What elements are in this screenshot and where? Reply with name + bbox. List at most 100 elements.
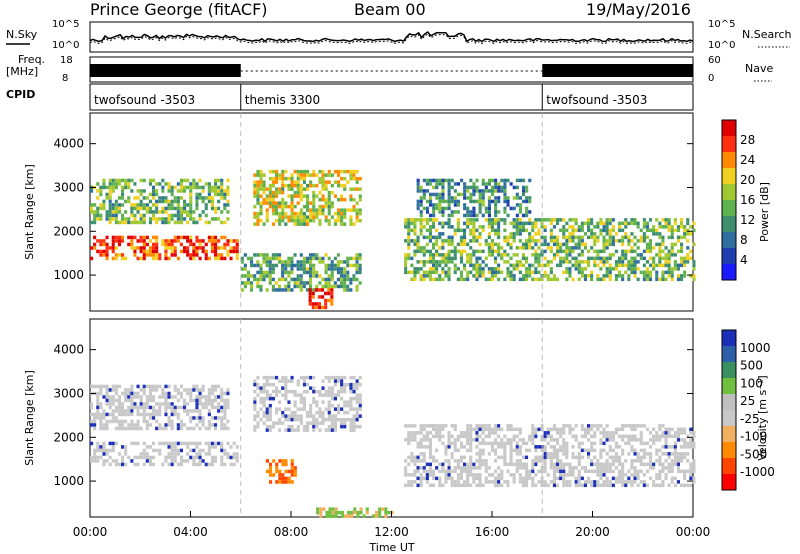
echo-cell bbox=[642, 462, 646, 467]
echo-cell bbox=[456, 462, 460, 467]
echo-cell bbox=[158, 405, 162, 410]
echo-cell bbox=[580, 253, 584, 257]
echo-cell bbox=[456, 203, 460, 207]
echo-cell bbox=[611, 228, 615, 233]
echo-cell bbox=[305, 260, 309, 264]
echo-cell bbox=[568, 424, 572, 428]
echo-cell bbox=[256, 424, 260, 429]
echo-cell bbox=[318, 222, 322, 226]
echo-cell bbox=[453, 182, 457, 186]
echo-cell bbox=[278, 473, 282, 477]
echo-cell bbox=[145, 242, 149, 247]
echo-cell bbox=[661, 452, 665, 456]
echo-cell bbox=[490, 225, 494, 229]
echo-cell bbox=[435, 459, 439, 463]
echo-cell bbox=[90, 384, 94, 389]
echo-cell bbox=[453, 445, 457, 449]
echo-cell bbox=[438, 476, 442, 481]
echo-cell bbox=[475, 267, 479, 271]
echo-cell bbox=[500, 427, 504, 432]
echo-cell bbox=[220, 182, 224, 186]
echo-cell bbox=[198, 419, 202, 424]
echo-cell bbox=[624, 441, 628, 446]
echo-cell bbox=[133, 213, 137, 218]
echo-cell bbox=[447, 476, 451, 481]
echo-cell bbox=[210, 462, 214, 467]
echo-cell bbox=[214, 256, 218, 261]
echo-cell bbox=[673, 221, 677, 226]
echo-cell bbox=[293, 403, 297, 408]
echo-cell bbox=[518, 277, 522, 282]
echo-cell bbox=[204, 220, 208, 225]
echo-cell bbox=[358, 382, 362, 387]
echo-cell bbox=[223, 462, 227, 467]
echo-cell bbox=[117, 402, 121, 406]
echo-cell bbox=[275, 375, 279, 380]
echo-cell bbox=[512, 448, 516, 453]
echo-cell bbox=[324, 393, 328, 397]
echo-cell bbox=[515, 267, 519, 271]
echo-cell bbox=[624, 434, 628, 439]
echo-cell bbox=[145, 419, 149, 424]
ytick-label: 2000 bbox=[53, 224, 84, 238]
echo-cell bbox=[324, 180, 328, 184]
echo-cell bbox=[469, 448, 473, 453]
echo-cell bbox=[167, 256, 171, 261]
echo-cell bbox=[602, 462, 606, 467]
echo-cell bbox=[456, 277, 460, 282]
echo-cell bbox=[459, 434, 463, 439]
echo-cell bbox=[355, 386, 359, 390]
echo-cell bbox=[680, 459, 684, 463]
echo-cell bbox=[312, 428, 316, 432]
echo-cell bbox=[491, 178, 495, 183]
echo-cell bbox=[512, 232, 516, 236]
echo-cell bbox=[347, 514, 351, 518]
echo-cell bbox=[590, 274, 594, 278]
echo-cell bbox=[534, 267, 538, 271]
echo-cell bbox=[309, 201, 313, 205]
echo-cell bbox=[275, 407, 279, 411]
ytick-label: 1000 bbox=[53, 474, 84, 488]
echo-cell bbox=[259, 176, 263, 181]
echo-cell bbox=[413, 469, 417, 474]
echo-cell bbox=[102, 249, 106, 254]
echo-cell bbox=[469, 434, 473, 439]
echo-cell bbox=[574, 246, 578, 250]
echo-cell bbox=[142, 405, 146, 410]
beam-title: Beam 00 bbox=[354, 0, 426, 19]
echo-cell bbox=[161, 220, 165, 225]
echo-cell bbox=[139, 398, 143, 403]
echo-cell bbox=[487, 199, 491, 204]
echo-cell bbox=[105, 192, 109, 197]
echo-cell bbox=[127, 405, 131, 410]
echo-cell bbox=[630, 221, 634, 226]
echo-cell bbox=[602, 434, 606, 439]
echo-cell bbox=[290, 277, 294, 282]
echo-cell bbox=[469, 473, 473, 477]
echo-cell bbox=[136, 391, 140, 396]
echo-cell bbox=[652, 483, 656, 488]
echo-cell bbox=[256, 222, 260, 226]
echo-cell bbox=[503, 218, 507, 222]
echo-cell bbox=[265, 428, 269, 432]
echo-cell bbox=[333, 284, 337, 289]
echo-cell bbox=[127, 409, 131, 413]
echo-cell bbox=[167, 213, 171, 218]
echo-cell bbox=[481, 178, 485, 183]
echo-cell bbox=[201, 246, 205, 250]
echo-cell bbox=[176, 452, 180, 456]
echo-cell bbox=[583, 274, 587, 278]
echo-cell bbox=[142, 455, 146, 460]
echo-cell bbox=[299, 393, 303, 397]
echo-cell bbox=[590, 427, 594, 432]
echo-cell bbox=[256, 180, 260, 184]
echo-cell bbox=[170, 405, 174, 410]
echo-cell bbox=[559, 228, 563, 233]
echo-cell bbox=[152, 242, 156, 247]
echo-cell bbox=[655, 274, 659, 278]
echo-cell bbox=[102, 459, 106, 463]
echo-cell bbox=[639, 228, 643, 233]
echo-cell bbox=[453, 270, 457, 275]
echo-cell bbox=[441, 185, 445, 190]
echo-cell bbox=[296, 187, 300, 191]
